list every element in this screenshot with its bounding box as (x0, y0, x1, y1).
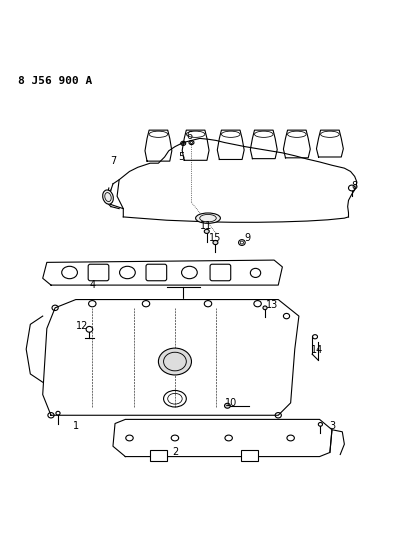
Text: 3: 3 (329, 421, 335, 431)
Bar (241, 450, 258, 461)
Polygon shape (113, 419, 332, 457)
Polygon shape (43, 260, 282, 285)
Ellipse shape (263, 306, 267, 310)
Text: 14: 14 (312, 345, 324, 355)
Ellipse shape (204, 229, 209, 233)
Polygon shape (250, 130, 277, 159)
Text: 5: 5 (178, 152, 184, 162)
Polygon shape (145, 130, 172, 161)
Text: 10: 10 (225, 398, 237, 408)
Ellipse shape (158, 348, 191, 375)
Text: 2: 2 (172, 447, 178, 457)
Text: 1: 1 (73, 421, 79, 431)
Text: 9: 9 (244, 233, 250, 244)
Ellipse shape (225, 403, 230, 408)
Polygon shape (182, 130, 209, 160)
Text: 12: 12 (76, 321, 88, 332)
Polygon shape (217, 130, 244, 159)
Text: 15: 15 (209, 233, 222, 244)
Ellipse shape (103, 190, 113, 204)
Text: 8: 8 (352, 181, 358, 191)
Polygon shape (43, 300, 299, 415)
Text: 13: 13 (266, 300, 278, 310)
Ellipse shape (213, 240, 218, 245)
Text: 8 J56 900 A: 8 J56 900 A (18, 76, 92, 86)
Text: 7: 7 (110, 156, 116, 166)
Bar (150, 450, 167, 461)
Text: 4: 4 (89, 280, 95, 290)
Text: 11: 11 (200, 221, 212, 231)
Polygon shape (283, 130, 310, 158)
Ellipse shape (196, 213, 220, 223)
Polygon shape (317, 130, 343, 157)
Text: 6: 6 (186, 131, 193, 141)
